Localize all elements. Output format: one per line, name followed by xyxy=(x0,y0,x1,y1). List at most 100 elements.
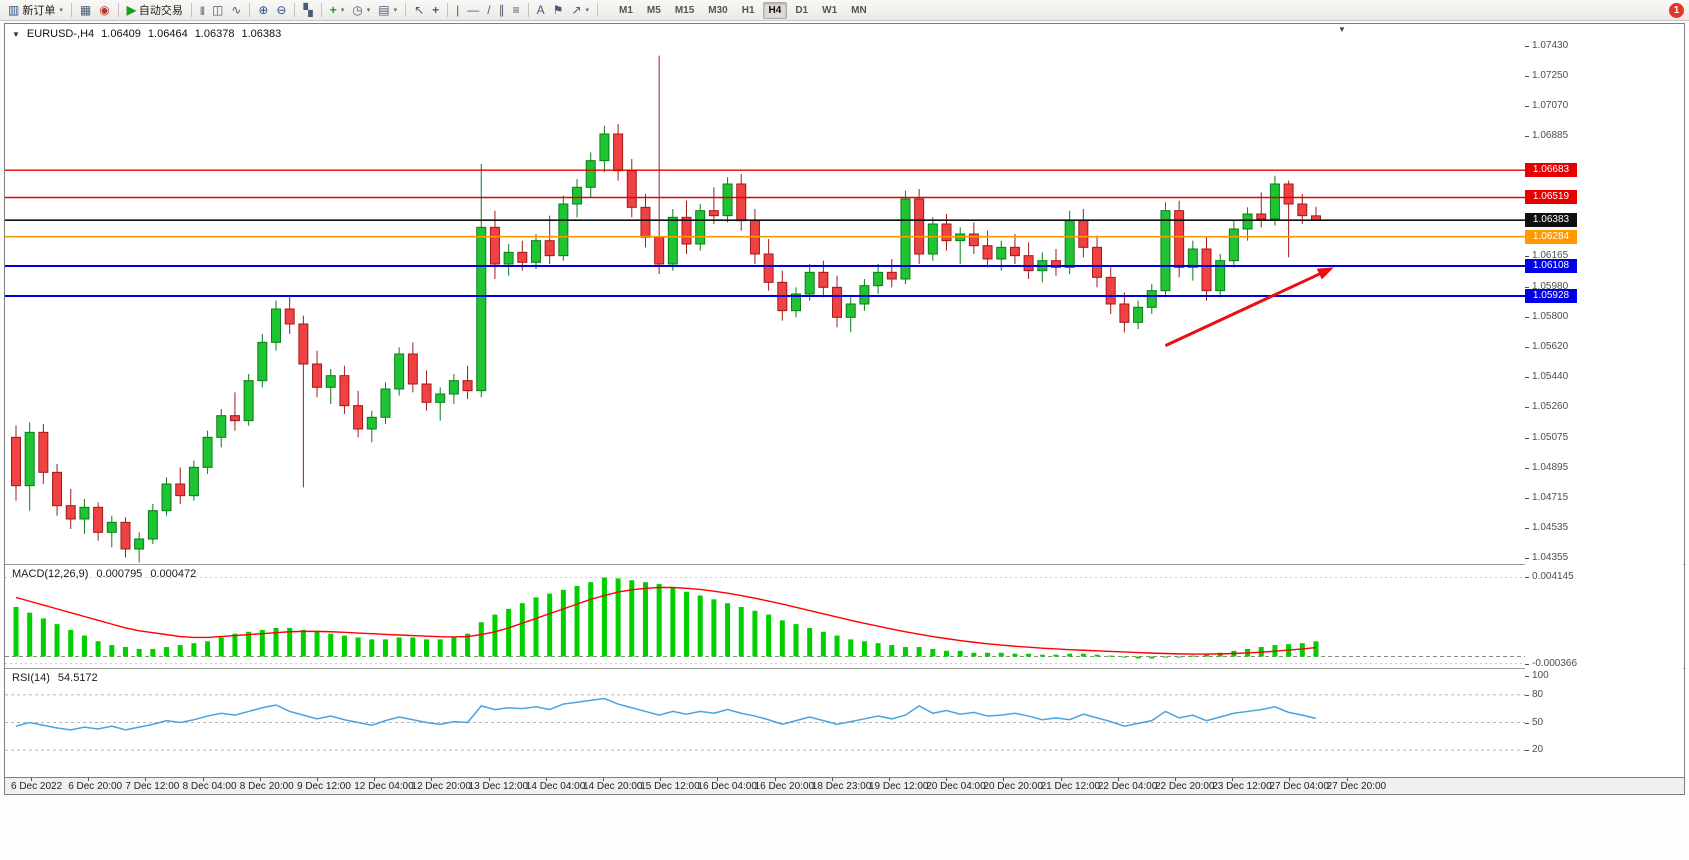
fibonacci-icon: ≡ xyxy=(512,3,520,17)
tile-windows-button[interactable]: ▚ xyxy=(299,1,316,19)
zoom-out-button[interactable]: ⊖ xyxy=(272,1,290,19)
axis-tick-label: 1.05260 xyxy=(1532,401,1569,412)
notification-badge[interactable]: 1 xyxy=(1669,3,1684,18)
add-indicator-icon: + xyxy=(329,3,337,17)
macd-histogram xyxy=(13,577,1319,659)
candle xyxy=(1078,209,1089,258)
main-toolbar: ▥ 新订单 ▾ ▦ ◉ ▶ 自动交易 ||| ◫ ∿ ⊕ ⊖ ▚ + ▾ ◷ ▾ ▤… xyxy=(0,0,1689,21)
toolbar-separator xyxy=(527,3,529,17)
axis-tick-mark xyxy=(1525,664,1529,665)
price-chart-pane[interactable]: ▼ EURUSD-,H4 1.06409 1.06464 1.06378 1.0… xyxy=(5,24,1525,564)
timeframe-button-MN[interactable]: MN xyxy=(851,4,867,16)
time-axis-label: 12 Dec 20:00 xyxy=(411,781,471,792)
toolbar-separator xyxy=(447,3,449,17)
indicators-button[interactable]: + ▾ xyxy=(326,1,349,19)
autotrading-button[interactable]: ▶ 自动交易 xyxy=(123,1,187,19)
time-axis-label: 9 Dec 12:00 xyxy=(297,781,351,792)
timeframe-button-M15[interactable]: M15 xyxy=(674,4,695,16)
candle xyxy=(613,124,624,181)
bar-chart-button[interactable]: ||| xyxy=(196,1,208,19)
trend-arrow-object[interactable] xyxy=(1164,267,1334,348)
candle xyxy=(312,350,323,398)
timeframe-button-D1[interactable]: D1 xyxy=(795,4,809,16)
new-order-button[interactable]: ▥ 新订单 ▾ xyxy=(4,1,67,19)
axis-tick-mark xyxy=(1525,498,1529,499)
charts-button[interactable]: ▦ xyxy=(76,1,95,19)
horizontal-line-icon: — xyxy=(467,3,480,17)
time-axis-label: 27 Dec 04:00 xyxy=(1269,781,1329,792)
time-axis-tick xyxy=(1232,778,1234,781)
timeframe-button-H4[interactable]: H4 xyxy=(762,1,788,19)
time-axis-tick xyxy=(145,778,147,781)
candle xyxy=(79,499,90,534)
chart-shift-marker[interactable]: ▼ xyxy=(1338,25,1346,34)
templates-button[interactable]: ▤ ▾ xyxy=(374,1,401,19)
time-axis-tick xyxy=(374,778,376,781)
axis-tick-label: -0.000366 xyxy=(1532,658,1578,669)
crosshair-button[interactable]: + xyxy=(428,1,443,19)
candlestick-button[interactable]: ◫ xyxy=(208,1,227,19)
ohlc-high: 1.06464 xyxy=(147,28,188,40)
candle xyxy=(202,430,213,474)
macd-pane[interactable]: MACD(12,26,9) 0.000795 0.000472 xyxy=(5,565,1525,668)
horizontal-line-button[interactable]: — xyxy=(463,1,483,19)
time-axis-label: 19 Dec 12:00 xyxy=(869,781,929,792)
macd-canvas xyxy=(5,576,1525,665)
price-axis[interactable]: 1.07430 1.07250 1.07070 1.06885 1.06165 1.059… xyxy=(1525,24,1683,777)
candle xyxy=(134,532,145,563)
timeframe-button-M1[interactable]: M1 xyxy=(619,4,633,16)
vertical-line-button[interactable]: | xyxy=(452,1,463,19)
toolbar-separator xyxy=(294,3,296,17)
charts-icon: ▦ xyxy=(79,3,92,17)
price-chart-canvas[interactable] xyxy=(5,24,1525,564)
timeframe-button-W1[interactable]: W1 xyxy=(822,4,838,16)
timeframe-button-H1[interactable]: H1 xyxy=(741,4,755,16)
candle xyxy=(1269,175,1280,226)
candle xyxy=(1119,292,1130,333)
zoom-in-button[interactable]: ⊕ xyxy=(254,1,272,19)
axis-tick-label: 1.05980 xyxy=(1532,281,1569,292)
axis-tick-mark xyxy=(1525,695,1529,696)
fibonacci-button[interactable]: ≡ xyxy=(509,1,524,19)
candle xyxy=(1242,207,1253,241)
channel-button[interactable]: ∥ xyxy=(495,1,509,19)
text-tool-button[interactable]: A xyxy=(533,1,549,19)
community-button[interactable]: ◉ xyxy=(95,1,113,19)
pane-divider[interactable] xyxy=(5,668,1684,669)
macd-label: MACD(12,26,9) 0.000795 0.000472 xyxy=(12,568,196,580)
time-axis-tick xyxy=(1289,778,1291,781)
axis-tick-mark xyxy=(1525,577,1529,578)
rsi-line xyxy=(15,697,1317,731)
chart-header: ▼ EURUSD-,H4 1.06409 1.06464 1.06378 1.0… xyxy=(12,28,281,40)
symbol-dropdown-icon[interactable]: ▼ xyxy=(12,29,20,39)
axis-tick-label: 1.05075 xyxy=(1532,432,1569,443)
candle xyxy=(654,55,665,274)
candle xyxy=(448,374,459,404)
rsi-pane[interactable]: RSI(14) 54.5172 xyxy=(5,669,1525,776)
cursor-button[interactable]: ↖ xyxy=(410,1,428,19)
candle xyxy=(1187,240,1198,281)
time-axis[interactable]: 6 Dec 2022 6 Dec 20:00 7 Dec 12:00 8 Dec 04… xyxy=(5,777,1684,794)
candle xyxy=(1297,194,1308,224)
line-chart-button[interactable]: ∿ xyxy=(227,1,245,19)
periods-button[interactable]: ◷ ▾ xyxy=(348,1,374,19)
arrows-tool-button[interactable]: ↗ ▾ xyxy=(567,1,593,19)
axis-tick-label: 0.004145 xyxy=(1532,571,1574,582)
candle xyxy=(147,504,158,544)
label-tool-button[interactable]: ⚑ xyxy=(549,1,568,19)
trendline-button[interactable]: / xyxy=(483,1,494,19)
chevron-down-icon: ▾ xyxy=(585,7,590,14)
new-order-label: 新订单 xyxy=(22,5,56,17)
rsi-value: 54.5172 xyxy=(57,672,98,684)
time-axis-label: 20 Dec 20:00 xyxy=(983,781,1043,792)
candle xyxy=(1050,249,1061,276)
time-axis-label: 22 Dec 04:00 xyxy=(1097,781,1158,792)
candle xyxy=(380,382,391,424)
candle xyxy=(667,209,678,271)
time-axis-label: 15 Dec 12:00 xyxy=(640,781,700,792)
timeframe-button-M30[interactable]: M30 xyxy=(708,4,728,16)
axis-price-marker-1.06383: 1.06383 xyxy=(1525,213,1577,227)
timeframe-button-M5[interactable]: M5 xyxy=(646,4,661,16)
flag-icon: ⚑ xyxy=(552,3,564,17)
pane-divider[interactable] xyxy=(5,564,1684,565)
